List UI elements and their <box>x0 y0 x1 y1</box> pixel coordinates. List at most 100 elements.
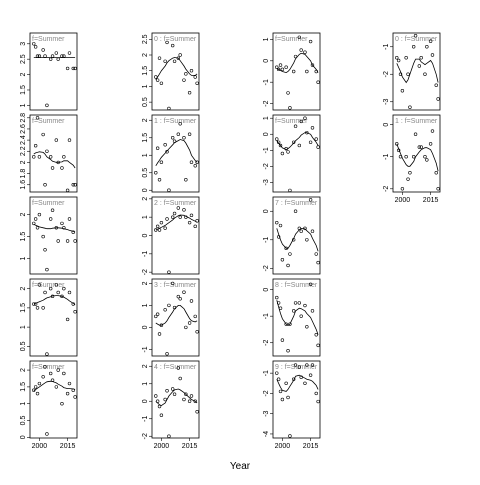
data-point <box>288 434 292 438</box>
panel-frame <box>272 278 321 357</box>
data-point <box>37 381 42 386</box>
data-point <box>178 297 182 301</box>
y-tick-label: 0.5 <box>142 168 149 178</box>
data-point <box>165 352 169 356</box>
data-point <box>159 160 164 164</box>
y-tick-label: 2 <box>20 368 27 372</box>
y-tick-label: 1 <box>142 303 149 307</box>
data-point <box>425 158 429 162</box>
data-point <box>195 160 199 164</box>
data-point <box>56 57 60 61</box>
data-point <box>411 45 416 49</box>
data-point <box>434 171 438 175</box>
data-point <box>286 348 290 353</box>
data-point <box>278 63 283 67</box>
data-point <box>293 54 298 59</box>
data-point <box>71 388 75 392</box>
panel-label: f=Summer <box>32 36 65 43</box>
panel-label: f=Summer <box>32 200 65 207</box>
y-tick-label: 0.5 <box>20 416 27 426</box>
data-point <box>423 155 427 159</box>
panel-marks <box>275 116 320 192</box>
data-point <box>41 375 45 379</box>
y-tick-label: -1 <box>263 313 270 319</box>
data-point <box>434 83 438 87</box>
data-point <box>155 312 160 316</box>
y-tick-label: -1 <box>263 370 270 376</box>
panel-marks <box>154 366 199 438</box>
panel-label: f=Summer <box>275 118 308 125</box>
data-point <box>167 434 171 438</box>
y-tick-label: 0 <box>142 399 149 403</box>
data-point <box>411 155 416 159</box>
data-point <box>170 387 175 391</box>
data-point <box>299 119 303 124</box>
data-point <box>184 325 188 330</box>
data-point <box>43 365 47 369</box>
y-tick-label: 2.6 <box>20 124 27 134</box>
panel-marks <box>275 198 320 268</box>
data-point <box>436 97 440 101</box>
data-point <box>419 145 423 149</box>
data-point <box>157 332 162 336</box>
y-tick-label: -1 <box>383 44 390 50</box>
data-point <box>184 215 188 219</box>
data-point <box>398 72 403 76</box>
y-tick-label: 2 <box>20 160 27 164</box>
data-point <box>275 220 279 225</box>
data-point <box>32 155 36 159</box>
data-point <box>288 106 292 110</box>
data-point <box>163 308 167 312</box>
data-point <box>60 166 64 170</box>
data-point <box>37 54 42 58</box>
y-tick-label: 0 <box>263 209 270 213</box>
data-point <box>37 155 42 159</box>
y-tick-label: -2 <box>263 390 270 396</box>
data-point <box>280 397 285 402</box>
data-point <box>184 178 188 182</box>
y-tick-label: 2 <box>20 287 27 291</box>
panel-frame <box>29 32 78 111</box>
data-point <box>32 221 36 226</box>
y-tick-label: 1 <box>263 37 270 41</box>
data-point <box>436 187 440 191</box>
x-tick-label: 2015 <box>182 443 198 450</box>
data-point <box>155 224 160 229</box>
data-point <box>299 48 303 52</box>
data-point <box>56 290 60 295</box>
panel-marks <box>154 206 199 274</box>
fit-line <box>33 295 76 306</box>
y-tick-label: 0 <box>383 123 390 127</box>
data-point <box>163 59 167 63</box>
data-point <box>65 391 70 396</box>
data-point <box>299 229 303 233</box>
data-point <box>193 314 197 319</box>
y-tick-label: 1.5 <box>20 382 27 392</box>
data-point <box>65 317 70 322</box>
data-point <box>278 223 283 228</box>
data-point <box>170 136 175 140</box>
data-point <box>67 51 72 55</box>
data-point <box>280 338 285 342</box>
panel-label: f=Summer <box>32 364 65 371</box>
fit-line <box>276 52 319 74</box>
data-point <box>303 116 307 120</box>
data-point <box>45 432 49 436</box>
y-tick-label: -3 <box>263 179 270 185</box>
y-tick-label: 0 <box>142 325 149 329</box>
data-point <box>305 363 309 367</box>
data-point <box>71 183 75 187</box>
data-point <box>184 72 188 76</box>
data-point <box>176 56 181 60</box>
data-point <box>187 321 192 325</box>
data-point <box>45 267 49 272</box>
data-point <box>297 365 302 369</box>
panel-label: f=Summer <box>275 36 308 43</box>
data-point <box>48 155 53 159</box>
data-point <box>308 373 313 377</box>
data-point <box>50 166 55 170</box>
data-point <box>65 239 70 243</box>
y-tick-label: 1 <box>20 103 27 107</box>
y-tick-label: 0.5 <box>142 97 149 107</box>
data-point <box>33 217 38 221</box>
